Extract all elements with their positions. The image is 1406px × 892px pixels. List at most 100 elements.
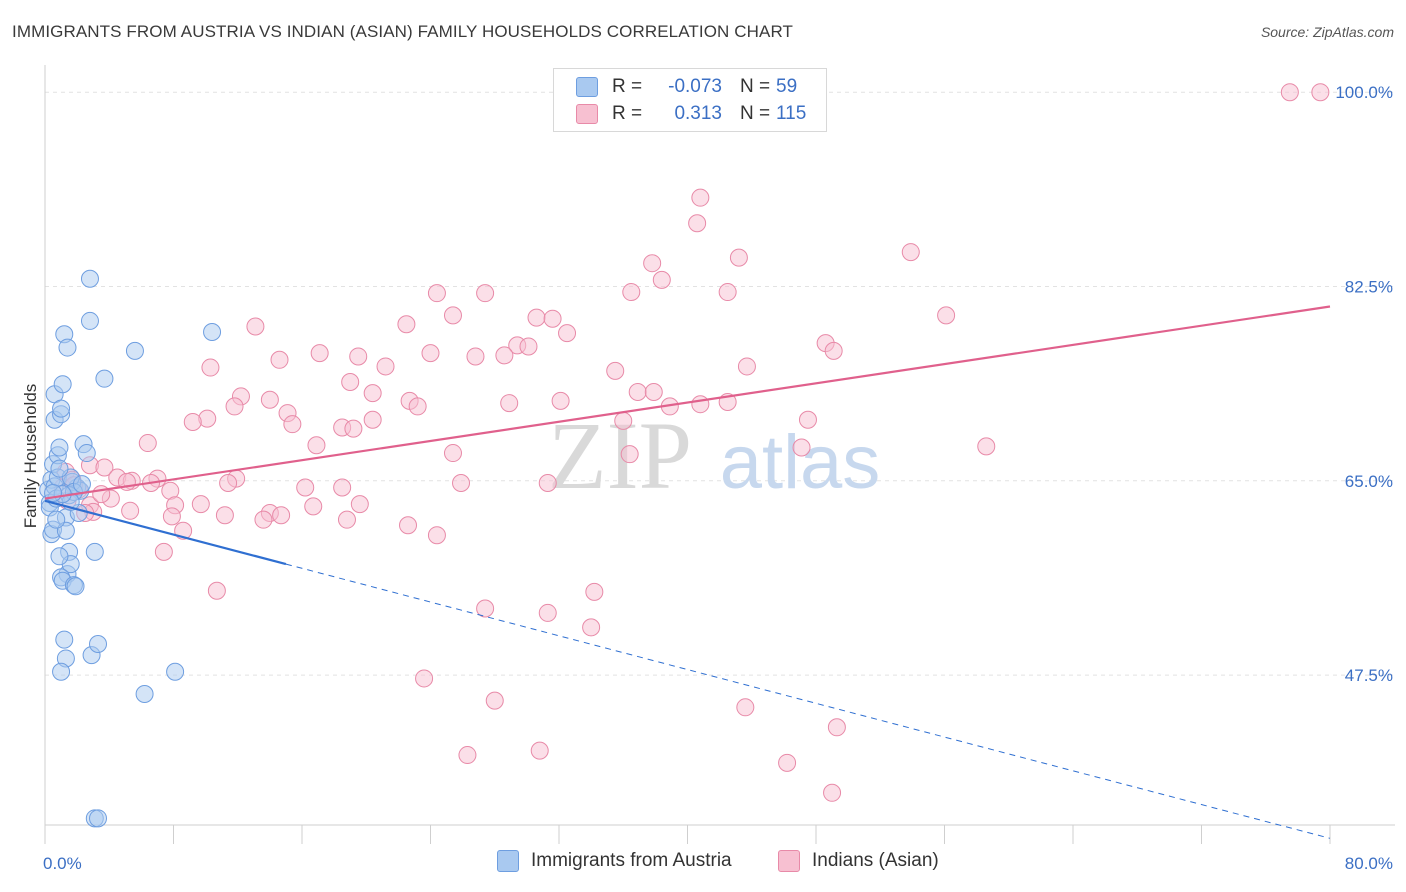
data-point-indians — [901, 243, 920, 262]
data-point-indians — [310, 344, 329, 363]
data-point-austria — [66, 577, 85, 596]
legend-item-austria[interactable]: Immigrants from Austria — [497, 850, 732, 872]
data-point-indians — [272, 506, 291, 525]
data-point-indians — [260, 390, 279, 409]
data-point-indians — [628, 382, 647, 401]
series-legend: Immigrants from Austria Indians (Asian) — [0, 850, 1406, 878]
data-point-indians — [614, 411, 633, 430]
data-point-indians — [937, 306, 956, 325]
watermark-atlas: atlas — [720, 420, 881, 505]
data-point-indians — [307, 436, 326, 455]
data-point-indians — [643, 254, 662, 273]
axes — [44, 65, 1395, 844]
data-point-indians — [225, 397, 244, 416]
data-point-indians — [778, 753, 797, 772]
data-point-indians — [652, 270, 671, 289]
data-point-indians — [476, 599, 495, 618]
trend-line-austria-extrapolated — [285, 563, 1331, 839]
correlation-legend: R = -0.073 N = 59 R = 0.313 N = 115 — [553, 68, 827, 132]
data-point-austria — [58, 338, 77, 357]
legend-r-value: -0.073 — [668, 76, 722, 97]
data-point-indians — [718, 283, 737, 302]
data-point-indians — [1280, 83, 1299, 102]
data-point-indians — [349, 347, 368, 366]
data-point-austria — [50, 547, 69, 566]
data-point-indians — [246, 317, 265, 336]
data-point-indians — [551, 391, 570, 410]
data-point-indians — [215, 506, 234, 525]
legend-swatch-pink — [576, 104, 598, 124]
data-point-indians — [95, 458, 114, 477]
data-point-indians — [337, 510, 356, 529]
data-point-austria — [72, 475, 91, 494]
source-label: Source: ZipAtlas.com — [1260, 24, 1394, 40]
data-point-austria — [55, 630, 74, 649]
data-point-indians — [977, 437, 996, 456]
data-point-indians — [201, 358, 220, 377]
data-point-indians — [538, 603, 557, 622]
data-point-indians — [283, 415, 302, 434]
data-point-indians — [485, 691, 504, 710]
data-point-indians — [691, 188, 710, 207]
data-point-indians — [530, 741, 549, 760]
legend-r-value: 0.313 — [674, 103, 722, 124]
gridlines — [45, 91, 1395, 676]
legend-label-austria: Immigrants from Austria — [531, 850, 732, 871]
data-point-indians — [538, 474, 557, 493]
data-point-indians — [622, 283, 641, 302]
data-point-indians — [792, 438, 811, 457]
legend-r-label: R = — [612, 103, 643, 124]
data-point-indians — [344, 419, 363, 438]
y-tick-label: 65.0% — [1345, 472, 1393, 491]
data-point-indians — [121, 501, 140, 520]
data-point-indians — [500, 394, 519, 413]
data-point-indians — [452, 474, 471, 493]
data-point-indians — [585, 582, 604, 601]
data-point-indians — [458, 746, 477, 765]
data-point-austria — [77, 444, 96, 463]
data-point-indians — [397, 315, 416, 334]
trend-line-austria — [44, 499, 287, 566]
data-point-indians — [443, 306, 462, 325]
legend-n-value: 59 — [776, 76, 798, 97]
data-point-indians — [606, 361, 625, 380]
data-point-indians — [823, 783, 842, 802]
data-point-austria — [203, 323, 222, 342]
data-point-austria — [50, 438, 69, 457]
data-point-indians — [415, 669, 434, 688]
data-point-indians — [191, 495, 210, 514]
data-point-austria — [166, 662, 185, 681]
x-tick-label: 0.0% — [43, 854, 82, 873]
data-point-indians — [254, 510, 273, 529]
data-point-indians — [341, 372, 360, 391]
data-point-indians — [138, 434, 157, 453]
data-point-indians — [296, 478, 315, 497]
data-point-indians — [162, 507, 181, 526]
legend-n-label: N = — [740, 103, 771, 124]
data-point-indians — [558, 324, 577, 343]
data-point-indians — [737, 357, 756, 376]
y-tick-label: 82.5% — [1345, 278, 1393, 297]
data-point-indians — [466, 347, 485, 366]
legend-r-label: R = — [612, 76, 643, 97]
data-point-indians — [691, 395, 710, 414]
data-point-austria — [80, 311, 99, 330]
data-point-indians — [688, 214, 707, 233]
data-point-indians — [376, 357, 395, 376]
data-point-indians — [207, 581, 226, 600]
trend-lines — [44, 305, 1331, 839]
legend-row-austria: R = -0.073 N = 59 — [576, 75, 797, 99]
data-point-indians — [399, 516, 418, 535]
chart-title: IMMIGRANTS FROM AUSTRIA VS INDIAN (ASIAN… — [12, 22, 793, 41]
data-point-austria — [53, 375, 72, 394]
data-point-indians — [824, 341, 843, 360]
legend-item-indians[interactable]: Indians (Asian) — [778, 850, 939, 872]
y-tick-label: 47.5% — [1345, 666, 1393, 685]
legend-swatch-pink — [778, 850, 800, 872]
data-point-indians — [427, 284, 446, 303]
data-points — [39, 83, 1330, 828]
legend-row-indians: R = 0.313 N = 115 — [576, 102, 806, 126]
data-point-indians — [443, 444, 462, 463]
data-point-austria — [89, 809, 108, 828]
data-point-austria — [89, 635, 108, 654]
